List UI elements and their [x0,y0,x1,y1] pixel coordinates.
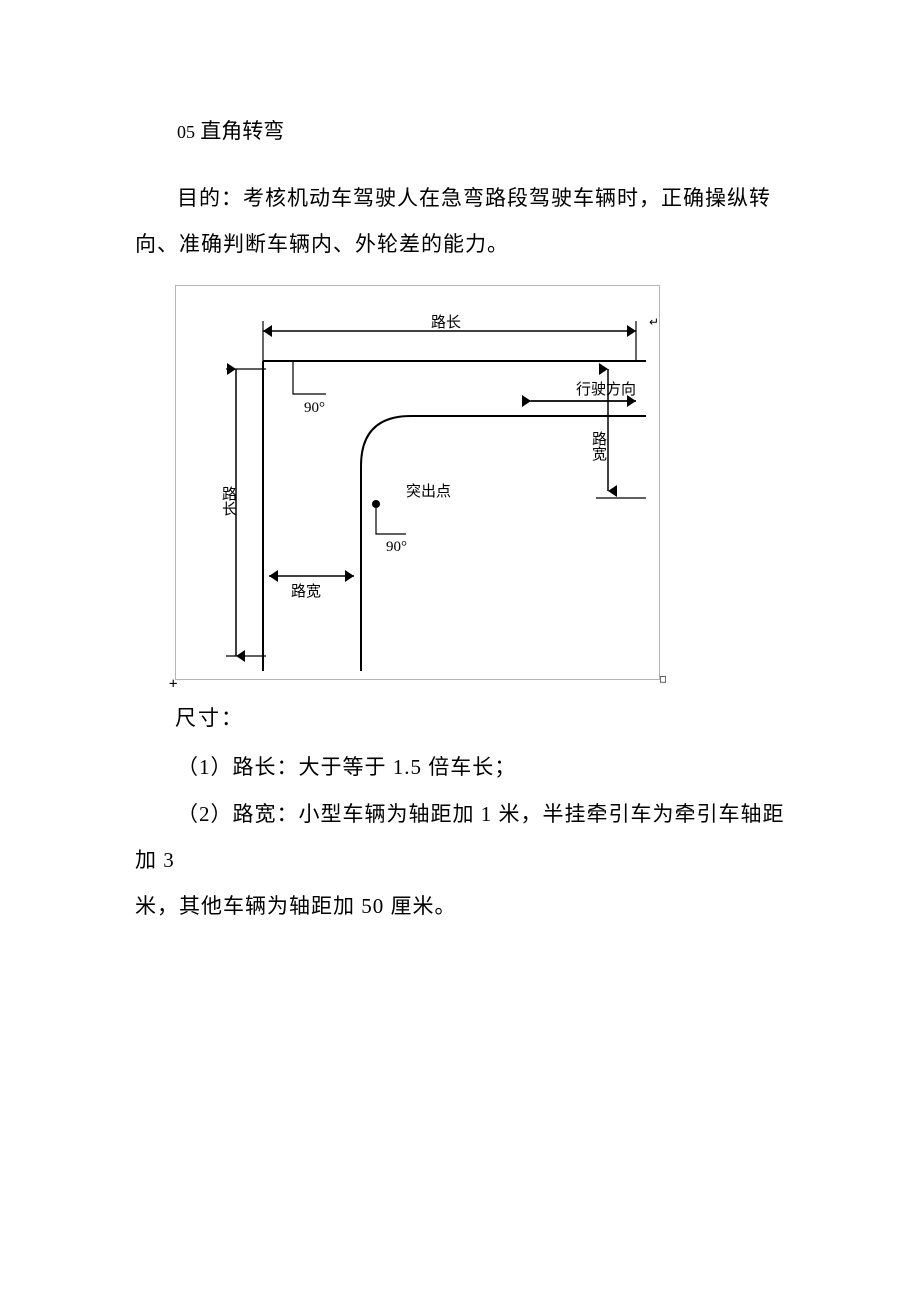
direction-label: 行驶方向 [576,381,636,398]
angle-indicator-top [293,361,326,394]
handle-square-icon: □ [660,674,666,685]
document-page: 05 直角转弯 目的：考核机动车驾驶人在急弯路段驾驶车辆时，正确操纵转向、准确判… [0,0,920,1302]
road-length-label-left: 路长 [220,486,237,516]
purpose-paragraph: 目的：考核机动车驾驶人在急弯路段驾驶车辆时，正确操纵转向、准确判断车辆内、外轮差… [135,175,785,267]
salient-point-label: 突出点 [406,483,451,500]
section-number: 05 [177,122,195,142]
right-angle-turn-diagram: 路长 路长 90° [176,286,659,679]
dimensions-heading: 尺寸： [175,702,785,732]
angle-label-top: 90° [304,400,325,416]
dimension-item-2-line1: （2）路宽：小型车辆为轴距加 1 米，半挂牵引车为牵引车轴距加 3 [135,791,785,883]
road-width-label-bottom: 路宽 [291,583,321,600]
diagram-container: 路长 路长 90° [175,285,660,694]
dimension-item-2-line2: 米，其他车辆为轴距加 50 厘米。 [135,883,785,929]
diagram-selection-handles: + □ [175,680,660,694]
section-title: 05 直角转弯 [135,115,785,145]
road-width-label-right: 路宽 [590,431,607,462]
dimension-item-1: （1）路长：大于等于 1.5 倍车长； [135,744,785,790]
angle-label-salient: 90° [386,539,407,555]
handle-plus-icon: + [169,676,177,692]
angle-indicator-salient [376,504,406,534]
diagram-border: 路长 路长 90° [175,285,660,680]
section-title-text: 直角转弯 [200,119,284,143]
road-length-label-top: 路长 [431,314,461,331]
anchor-glyph-icon: ↵ [649,315,659,329]
